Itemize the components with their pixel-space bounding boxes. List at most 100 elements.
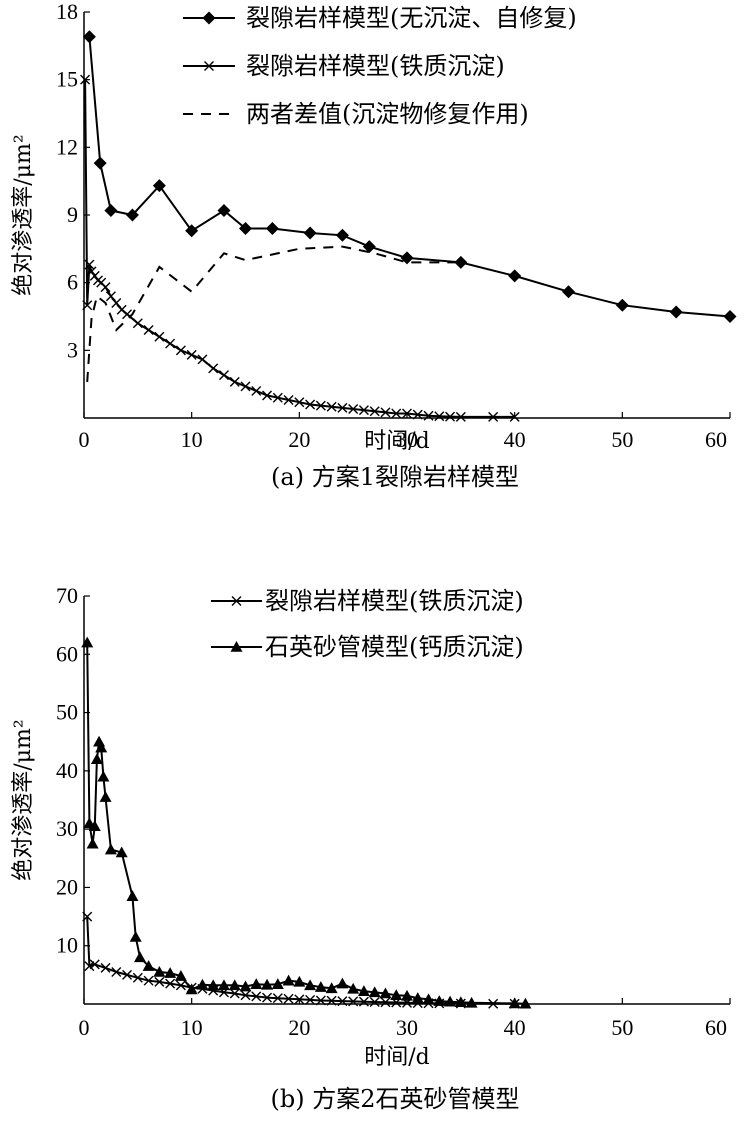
data-point (165, 338, 176, 349)
data-point (272, 993, 283, 1004)
data-point (86, 837, 99, 849)
x-tick-label: 50 (611, 1015, 633, 1040)
data-point (723, 310, 737, 323)
data-point (229, 988, 240, 999)
data-point (261, 978, 274, 990)
series-line (86, 916, 515, 1005)
data-point (282, 974, 295, 986)
data-point (362, 240, 376, 254)
legend-label: 裂隙岩样模型(铁质沉淀) (265, 587, 524, 615)
legend-label: 裂隙岩样模型(无沉淀、自修复) (246, 4, 577, 32)
legend-marker (231, 596, 242, 606)
data-point (143, 325, 154, 336)
data-point (239, 222, 252, 236)
data-point (465, 996, 478, 1008)
data-point (175, 980, 186, 991)
data-point (82, 911, 93, 922)
data-point (369, 406, 380, 417)
y-tick-label: 60 (56, 641, 78, 666)
figure-caption: (b) 方案2石英砂管模型 (271, 1085, 520, 1113)
data-point (185, 983, 198, 995)
data-point (325, 982, 338, 994)
data-point (411, 992, 424, 1003)
data-point (508, 997, 521, 1009)
data-point (326, 401, 337, 412)
data-point (315, 995, 326, 1006)
data-point (196, 978, 209, 990)
legend-label: 裂隙岩样模型(铁质沉淀) (246, 52, 505, 80)
data-point (126, 890, 139, 901)
data-point (153, 965, 166, 977)
legend-label: 石英砂管模型(钙质沉淀) (265, 633, 524, 661)
data-point (315, 400, 326, 411)
legend-label: 两者差值(沉淀物修复作用) (246, 100, 529, 128)
data-point (175, 345, 186, 356)
data-point (402, 408, 412, 419)
data-point (90, 753, 103, 764)
data-point (86, 266, 97, 277)
data-point (336, 977, 349, 989)
data-point (239, 980, 252, 992)
data-point (454, 255, 468, 269)
legend-marker (230, 641, 243, 652)
series-1 (81, 636, 532, 1009)
data-point (152, 179, 166, 193)
data-point (348, 996, 359, 1007)
data-point (390, 989, 403, 1001)
data-point (326, 995, 337, 1006)
data-point (208, 363, 219, 374)
data-point (305, 994, 316, 1005)
data-point (251, 991, 262, 1002)
data-point (368, 986, 381, 998)
data-point (455, 411, 466, 422)
data-point (93, 735, 106, 747)
x-axis-title: 时间/d (364, 1045, 430, 1070)
data-point (303, 226, 317, 240)
legend-marker (204, 61, 214, 71)
data-point (228, 979, 241, 991)
data-point (218, 370, 229, 381)
data-point (115, 846, 128, 858)
figure-caption: (a) 方案1裂隙岩样模型 (271, 463, 519, 491)
x-tick-label: 10 (181, 1015, 203, 1040)
data-point (93, 156, 107, 170)
data-point (132, 318, 143, 329)
x-tick-label: 0 (79, 1015, 90, 1040)
x-axis-title: 时间/d (364, 429, 430, 454)
series-0 (82, 30, 737, 323)
data-point (380, 997, 391, 1008)
series-1 (80, 74, 520, 422)
y-tick-label: 12 (56, 134, 78, 159)
data-point (240, 990, 251, 1001)
data-point (272, 392, 283, 403)
y-tick-label: 18 (56, 0, 78, 24)
data-point (81, 636, 94, 648)
x-tick-label: 20 (288, 1015, 310, 1040)
data-point (262, 992, 273, 1003)
data-point (142, 960, 155, 971)
x-tick-label: 50 (611, 427, 633, 452)
legend-entry: 裂隙岩样模型(铁质沉淀) (211, 587, 524, 615)
data-point (391, 408, 402, 419)
data-point (240, 381, 251, 392)
data-point (294, 994, 305, 1005)
data-point (111, 297, 122, 308)
y-tick-label: 50 (56, 700, 78, 725)
data-point (207, 979, 220, 991)
data-point (111, 966, 122, 977)
data-point (444, 995, 457, 1007)
data-point (293, 975, 306, 987)
data-point (80, 74, 91, 85)
data-point (358, 405, 369, 416)
data-point (434, 411, 445, 422)
data-point (422, 993, 435, 1005)
y-tick-label: 70 (56, 583, 78, 608)
x-tick-label: 10 (181, 427, 203, 452)
data-point (412, 409, 423, 420)
data-point (488, 411, 499, 422)
data-point (82, 300, 93, 311)
data-point (562, 285, 575, 299)
data-point (380, 407, 391, 418)
data-point (271, 978, 284, 989)
